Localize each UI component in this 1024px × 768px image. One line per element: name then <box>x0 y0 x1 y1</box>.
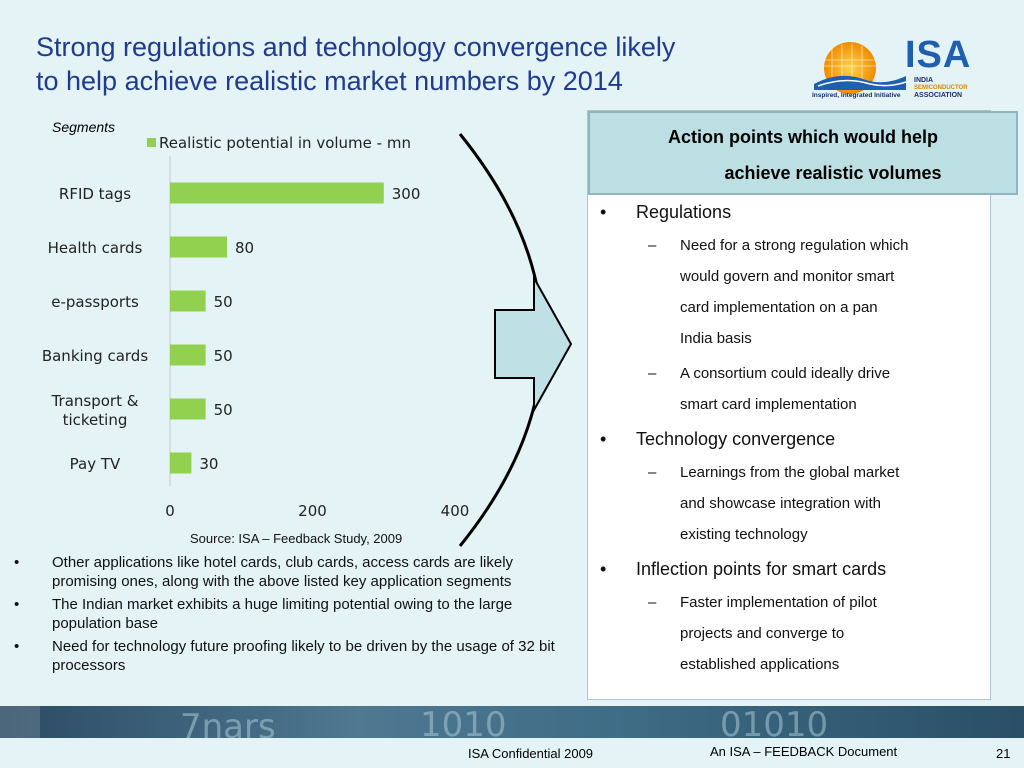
action-sub-item: – A consortium could ideally drive smart c… <box>596 358 986 420</box>
bullet-text: Need for technology future proofing like… <box>52 638 555 674</box>
action-points-heading: Action points which would help achieve r… <box>588 111 1018 195</box>
bullet-dot-icon: • <box>14 638 20 655</box>
section-label: Inflection points for smart cards <box>636 559 887 579</box>
footer-confidential: ISA Confidential 2009 <box>468 746 594 761</box>
bar <box>170 452 192 474</box>
svg-text:01010: 01010 <box>720 706 828 738</box>
action-section: • Technology convergence <box>596 424 986 455</box>
sub-item-line: projects and converge to <box>680 625 845 642</box>
svg-text:7nars: 7nars <box>180 707 276 738</box>
sub-item-line: A consortium could ideally drive <box>680 365 891 382</box>
slide-title: Strong regulations and technology conver… <box>36 30 816 98</box>
value-label: 50 <box>214 401 233 419</box>
bar <box>170 398 206 420</box>
logo-association-text: ASSOCIATION <box>914 92 963 99</box>
sub-item-line: card implementation on a pan <box>680 299 878 316</box>
sub-item-line: India basis <box>680 330 752 347</box>
bar <box>170 236 227 258</box>
action-section: • Regulations <box>596 197 986 228</box>
svg-text:1010: 1010 <box>420 706 507 738</box>
chart-source: Source: ISA – Feedback Study, 2009 <box>190 531 403 546</box>
bullet-item: • The Indian market exhibits a huge limit… <box>14 595 574 633</box>
logo-isa-text: ISA <box>905 34 972 76</box>
sub-item-line: established applications <box>680 656 840 673</box>
action-points-panel <box>587 110 991 700</box>
sub-item-line: Learnings from the global market <box>680 464 900 481</box>
value-label: 50 <box>214 347 233 365</box>
bullet-dot-icon: • <box>600 202 607 222</box>
flow-arrow-icon <box>458 133 573 547</box>
dash-icon: – <box>648 464 657 481</box>
action-points-list: • Regulations – Need for a strong regulatio… <box>596 197 986 684</box>
bullet-dot-icon: • <box>600 559 607 579</box>
category-label: e-passports <box>51 293 139 311</box>
dash-icon: – <box>648 594 657 611</box>
x-tick-label: 0 <box>165 502 175 520</box>
dash-icon: – <box>648 237 657 254</box>
bullet-dot-icon: • <box>600 429 607 449</box>
category-label: Pay TV <box>70 455 121 473</box>
isa-logo: ISA INDIA SEMICONDUCTOR ASSOCIATION Insp… <box>810 34 990 104</box>
bullet-dot-icon: • <box>14 554 20 571</box>
logo-india-text: INDIA <box>914 77 934 84</box>
sun-wave-icon <box>814 42 907 94</box>
bar-chart: Realistic potential in volume - mn300RFI… <box>42 134 470 520</box>
bullet-dot-icon: • <box>14 596 20 613</box>
category-label: Banking cards <box>42 347 149 365</box>
bar <box>170 290 206 312</box>
value-label: 30 <box>199 455 218 473</box>
sub-item-line: would govern and monitor smart <box>680 268 895 285</box>
page-number: 21 <box>996 746 1011 761</box>
legend-label: Realistic potential in volume - mn <box>159 134 411 152</box>
logo-tagline: Inspired, Integrated Initiative <box>812 92 901 99</box>
bullet-item: • Other applications like hotel cards, cl… <box>14 553 574 591</box>
legend-swatch <box>147 138 156 147</box>
binary-banner: 7nars 1010 01010 <box>0 706 1024 738</box>
category-label: RFID tags <box>59 185 131 203</box>
bar <box>170 182 384 204</box>
logo-semiconductor-text: SEMICONDUCTOR <box>914 85 968 91</box>
action-section: • Inflection points for smart cards <box>596 554 986 585</box>
left-bullet-list: • Other applications like hotel cards, cl… <box>14 553 574 679</box>
value-label: 80 <box>235 239 254 257</box>
category-label: Health cards <box>48 239 143 257</box>
bullet-item: • Need for technology future proofing lik… <box>14 637 574 675</box>
sub-item-line: and showcase integration with <box>680 495 881 512</box>
bar <box>170 344 206 366</box>
sub-item-line: Faster implementation of pilot <box>680 594 877 611</box>
value-label: 50 <box>214 293 233 311</box>
segments-label: Segments <box>52 119 116 135</box>
action-sub-item: – Learnings from the global market and sho… <box>596 457 986 550</box>
dash-icon: – <box>648 365 657 382</box>
bullet-text: Other applications like hotel cards, clu… <box>52 554 514 590</box>
sub-item-line: Need for a strong regulation which <box>680 237 909 254</box>
action-sub-item: – Need for a strong regulation which would… <box>596 230 986 354</box>
bullet-text: The Indian market exhibits a huge limiti… <box>52 596 513 632</box>
x-tick-label: 400 <box>441 502 470 520</box>
category-label: Transport & ticketing <box>51 392 139 429</box>
footer-document: An ISA – FEEDBACK Document <box>710 744 898 759</box>
title-line-2: to help achieve realistic market numbers… <box>36 66 623 96</box>
x-tick-label: 200 <box>298 502 327 520</box>
value-label: 300 <box>392 185 421 203</box>
sub-item-line: existing technology <box>680 526 808 543</box>
heading-line-1: Action points which would help <box>668 127 938 147</box>
section-label: Regulations <box>636 202 732 222</box>
sub-item-line: smart card implementation <box>680 396 857 413</box>
title-line-1: Strong regulations and technology conver… <box>36 32 676 62</box>
action-sub-item: – Faster implementation of pilot projects … <box>596 587 986 680</box>
section-label: Technology convergence <box>636 429 836 449</box>
heading-line-2: achieve realistic volumes <box>724 163 942 183</box>
